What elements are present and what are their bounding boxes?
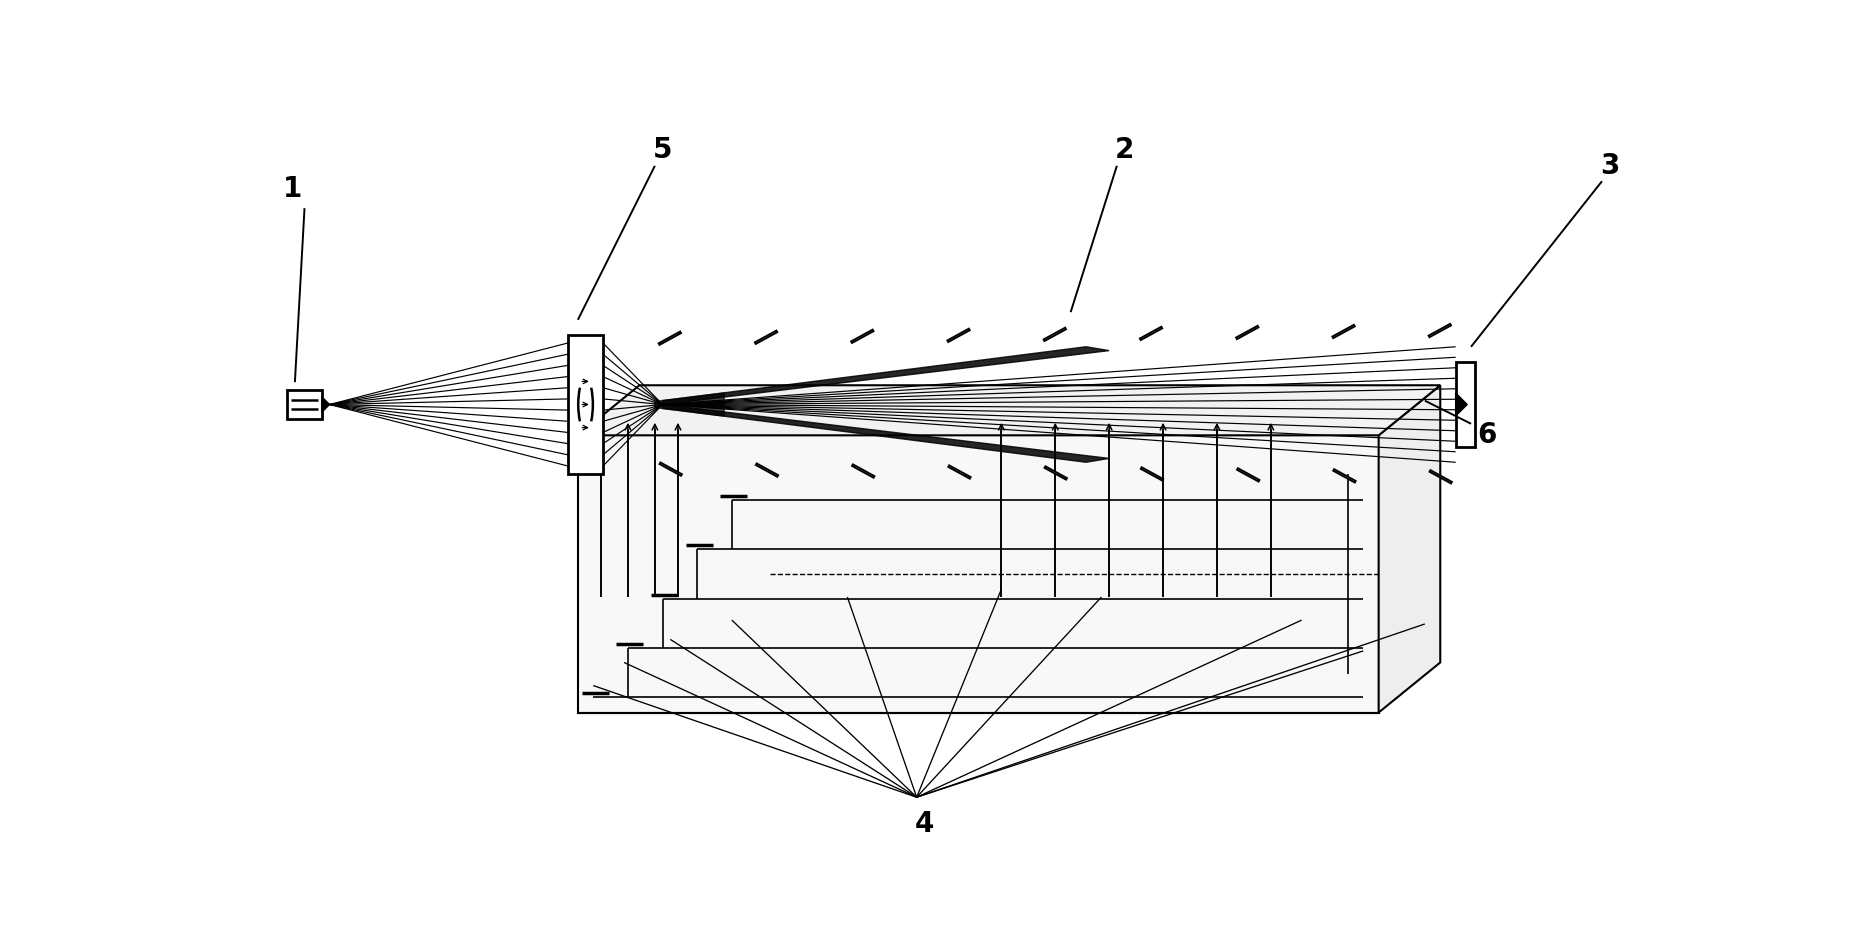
Text: 6: 6 [1478, 422, 1496, 449]
Polygon shape [662, 405, 1110, 462]
Polygon shape [1236, 326, 1258, 339]
Polygon shape [1238, 469, 1260, 482]
Polygon shape [1044, 328, 1067, 341]
Text: 2: 2 [1116, 136, 1134, 164]
Polygon shape [660, 462, 682, 476]
Polygon shape [1140, 327, 1162, 340]
Polygon shape [949, 465, 971, 479]
Text: 4: 4 [915, 810, 934, 839]
Polygon shape [287, 390, 322, 419]
Polygon shape [851, 464, 874, 478]
Text: 3: 3 [1599, 152, 1620, 179]
Polygon shape [1333, 325, 1356, 338]
Polygon shape [756, 331, 778, 344]
Polygon shape [662, 346, 1110, 405]
Polygon shape [578, 436, 1378, 713]
Polygon shape [1044, 467, 1067, 480]
Polygon shape [1333, 470, 1356, 483]
Polygon shape [756, 463, 778, 477]
Polygon shape [1429, 324, 1451, 337]
Polygon shape [851, 330, 874, 343]
Polygon shape [1140, 468, 1162, 481]
Polygon shape [578, 385, 1440, 436]
Text: 5: 5 [652, 136, 673, 164]
Polygon shape [947, 329, 969, 342]
Polygon shape [1455, 393, 1468, 416]
Polygon shape [1455, 362, 1476, 447]
Text: 1: 1 [283, 175, 302, 203]
Polygon shape [568, 335, 604, 474]
Polygon shape [1429, 470, 1451, 484]
Polygon shape [322, 397, 330, 412]
Polygon shape [1378, 385, 1440, 713]
Polygon shape [658, 331, 681, 345]
Polygon shape [654, 393, 724, 416]
